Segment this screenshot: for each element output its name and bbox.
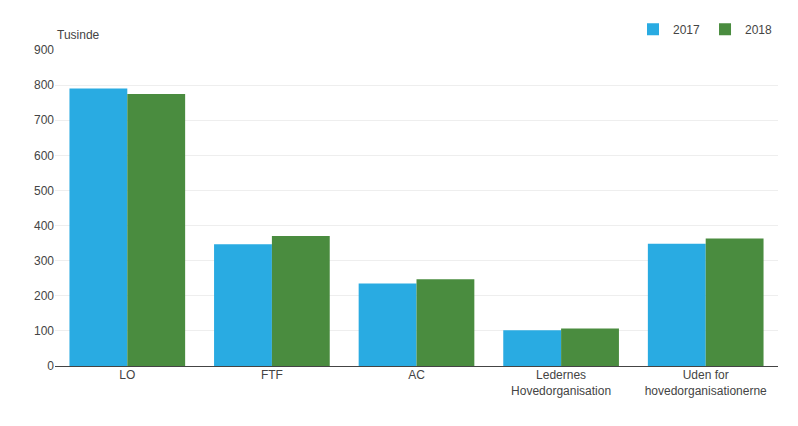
- svg-text:Uden forhovedorganisationerne: Uden forhovedorganisationerne: [645, 368, 767, 398]
- svg-text:2017: 2017: [673, 23, 700, 37]
- svg-text:900: 900: [34, 43, 54, 57]
- svg-text:700: 700: [34, 113, 54, 127]
- svg-text:0: 0: [47, 359, 54, 373]
- svg-text:300: 300: [34, 254, 54, 268]
- svg-text:500: 500: [34, 184, 54, 198]
- svg-text:200: 200: [34, 289, 54, 303]
- svg-text:2018: 2018: [745, 23, 772, 37]
- svg-text:Tusinde: Tusinde: [57, 28, 100, 42]
- svg-text:LedernesHovedorganisation: LedernesHovedorganisation: [511, 368, 611, 398]
- svg-text:AC: AC: [408, 368, 425, 382]
- svg-text:LO: LO: [119, 368, 135, 382]
- svg-text:800: 800: [34, 78, 54, 92]
- svg-text:100: 100: [34, 324, 54, 338]
- svg-text:600: 600: [34, 149, 54, 163]
- svg-text:400: 400: [34, 219, 54, 233]
- svg-text:FTF: FTF: [261, 368, 283, 382]
